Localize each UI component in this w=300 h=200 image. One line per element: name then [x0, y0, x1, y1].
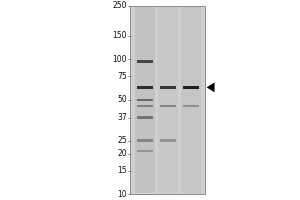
Bar [137, 105, 153, 107]
Bar [160, 86, 176, 89]
Bar [137, 116, 153, 119]
Text: 50: 50 [117, 95, 127, 104]
Text: 100: 100 [113, 55, 127, 64]
Text: 10: 10 [118, 190, 127, 199]
Text: 250: 250 [113, 1, 127, 10]
Bar [158, 7, 178, 193]
Text: 150: 150 [113, 31, 127, 40]
Bar [137, 99, 153, 101]
Polygon shape [207, 82, 214, 92]
Text: 20: 20 [118, 149, 127, 158]
Bar [183, 86, 199, 89]
Text: 25: 25 [118, 136, 127, 145]
Bar [135, 7, 155, 193]
Text: 75: 75 [117, 72, 127, 81]
Text: 37: 37 [117, 113, 127, 122]
Bar [137, 86, 153, 89]
Bar [137, 139, 153, 142]
Bar [130, 6, 205, 194]
Text: 15: 15 [118, 166, 127, 175]
Bar [137, 150, 153, 152]
Bar [181, 7, 201, 193]
Bar [137, 60, 153, 63]
Bar [160, 139, 176, 142]
Bar [183, 105, 199, 107]
Bar [160, 105, 176, 107]
